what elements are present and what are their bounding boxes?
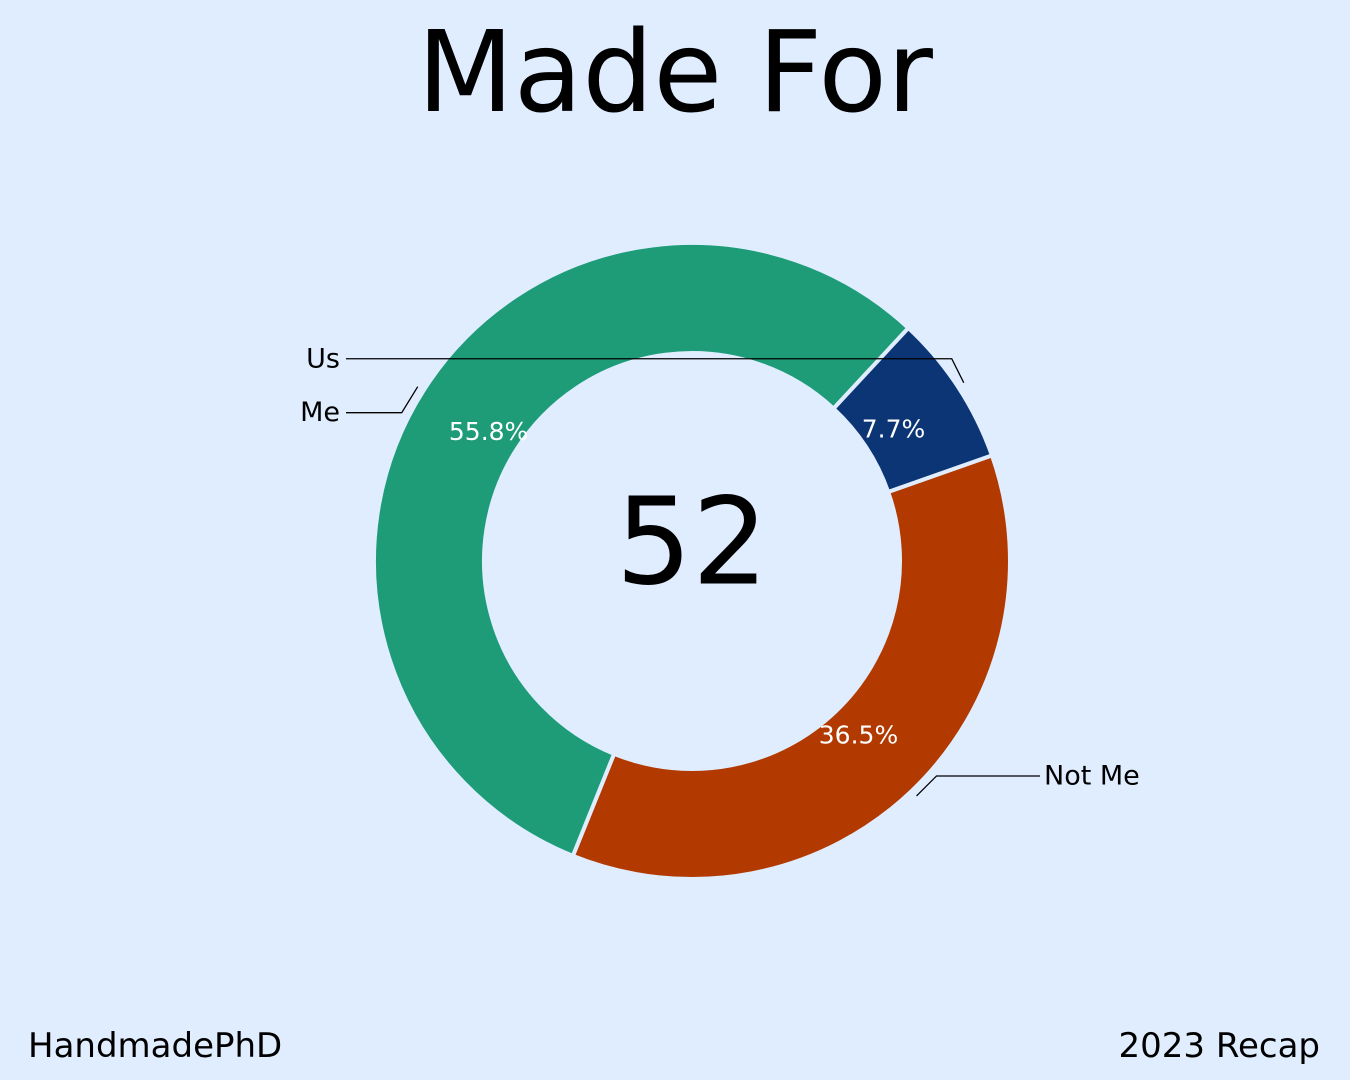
category-label: Me [300,397,340,428]
leader-line [346,358,965,384]
category-label: Not Me [1044,760,1140,791]
slice-value-label: 55.8% [449,417,528,446]
leader-line [346,386,419,414]
recap-label: 2023 Recap [1118,1026,1320,1066]
center-total: 52 [616,474,769,613]
donut-slice-me [372,241,912,859]
slice-value-label: 7.7% [862,414,926,443]
donut-slice-not-me [570,452,1012,881]
donut-slice-us [830,325,995,495]
chart-title: Made For [417,8,933,138]
category-label: Us [306,343,340,374]
leader-line [916,775,1040,797]
brand-name: HandmadePhD [28,1026,283,1066]
slice-value-label: 36.5% [819,721,898,750]
